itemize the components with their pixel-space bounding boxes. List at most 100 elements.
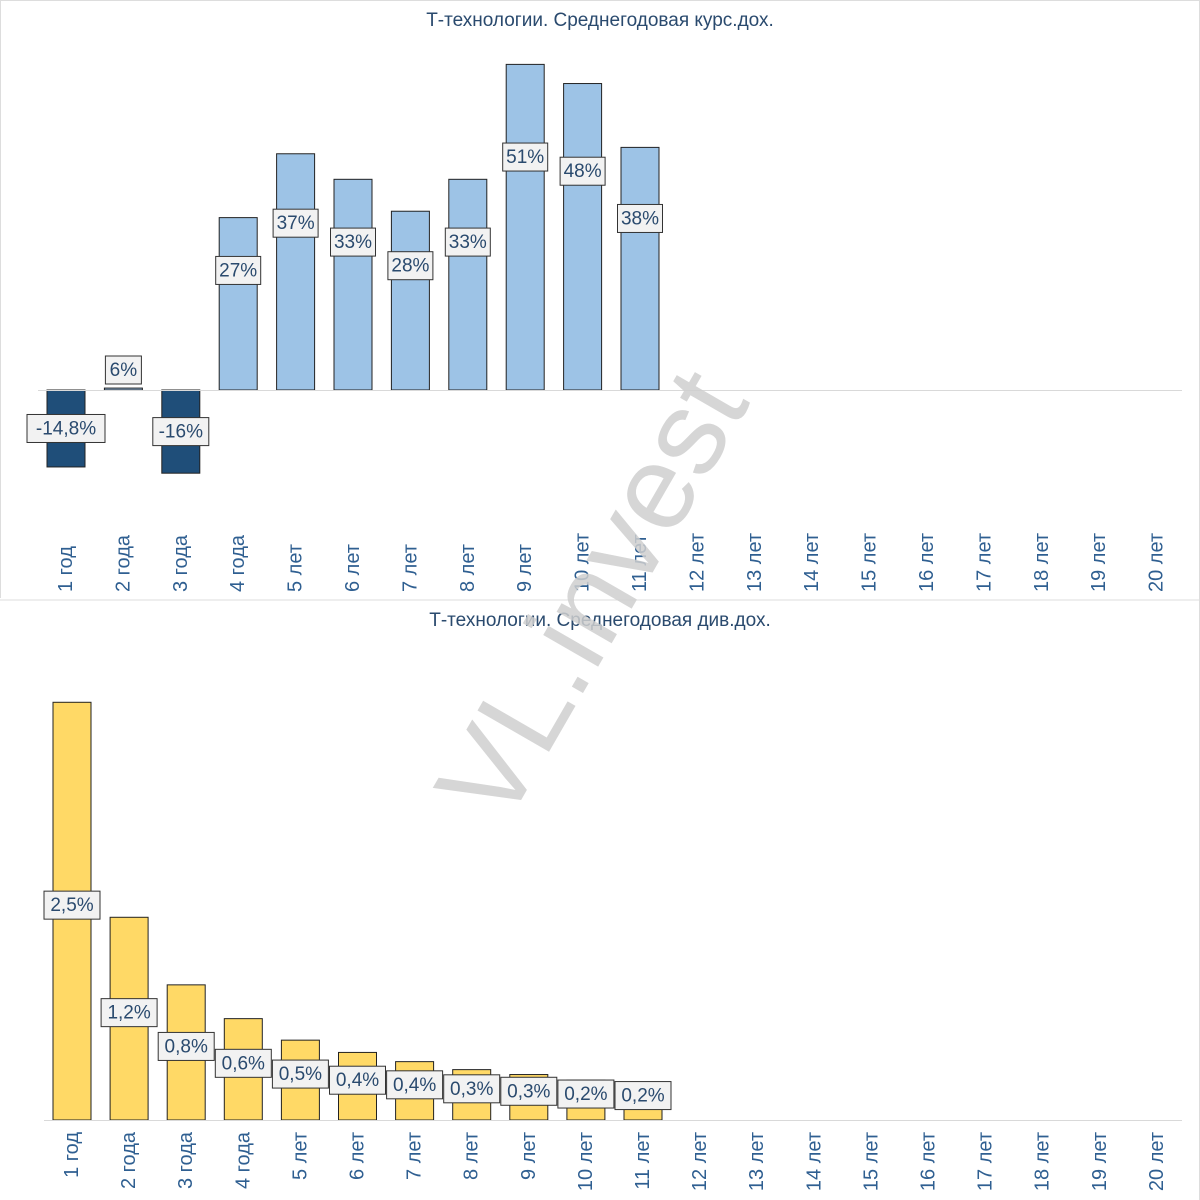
data-label-box bbox=[330, 227, 376, 257]
tick-label: 19 лет bbox=[1088, 533, 1110, 592]
data-label: 27% bbox=[215, 255, 262, 285]
price-return-chart: Т-технологии. Среднегодовая курс.дох. 1 г… bbox=[26, 10, 1182, 592]
tick-label: 14 лет bbox=[801, 533, 823, 592]
data-label: 0,2% bbox=[614, 1081, 672, 1111]
data-label: 0,2% bbox=[557, 1079, 615, 1109]
data-label-box bbox=[614, 1081, 672, 1111]
data-label-text: 38% bbox=[621, 208, 659, 229]
watermark: VL.invest bbox=[411, 348, 774, 842]
data-label: -14,8% bbox=[26, 413, 106, 443]
data-label: 0,6% bbox=[214, 1048, 272, 1078]
tick-label: 15 лет bbox=[859, 533, 881, 592]
dividend-return-chart: Т-технологии. Среднегодовая див.дох. 1 го… bbox=[43, 610, 1182, 1191]
data-label-text: -14,8% bbox=[36, 418, 96, 439]
data-label: 48% bbox=[559, 156, 606, 186]
tick-label: 18 лет bbox=[1032, 1132, 1054, 1191]
tick-label: 19 лет bbox=[1089, 1132, 1111, 1191]
data-label-box bbox=[617, 203, 663, 233]
tick-label: 9 лет bbox=[518, 1132, 540, 1180]
tick-label: 6 лет bbox=[347, 1132, 369, 1180]
bar bbox=[620, 146, 660, 391]
tick-label: 20 лет bbox=[1146, 533, 1168, 592]
data-label-text: 27% bbox=[219, 260, 257, 281]
data-label-text: 0,6% bbox=[222, 1053, 265, 1074]
data-label-text: 6% bbox=[110, 360, 138, 381]
tick-label: 1 год bbox=[61, 1132, 83, 1178]
data-label-box bbox=[559, 156, 606, 186]
bar bbox=[218, 217, 258, 391]
data-label-box bbox=[443, 1074, 501, 1104]
tick-label: 2 года bbox=[112, 534, 134, 592]
data-label-text: 28% bbox=[391, 256, 429, 277]
data-label: 51% bbox=[502, 142, 549, 172]
tick-label: 9 лет bbox=[514, 544, 536, 592]
data-label-text: 1,2% bbox=[107, 1003, 150, 1024]
data-label-text: 0,5% bbox=[279, 1064, 322, 1085]
tick-label: 8 лет bbox=[457, 544, 479, 592]
data-label-box bbox=[271, 1059, 329, 1089]
tick-label: 13 лет bbox=[744, 533, 766, 592]
data-label-box bbox=[444, 227, 491, 257]
tick-label: 2 года bbox=[118, 1131, 140, 1189]
bar bbox=[103, 387, 143, 391]
data-label-box bbox=[387, 251, 434, 281]
tick-label: 17 лет bbox=[973, 533, 995, 592]
data-label-box bbox=[557, 1079, 615, 1109]
bar bbox=[390, 210, 430, 391]
tick-label: 4 года bbox=[232, 1131, 254, 1189]
tick-label: 20 лет bbox=[1146, 1132, 1168, 1191]
data-label-box bbox=[215, 255, 262, 285]
tick-label: 10 лет bbox=[575, 1132, 597, 1191]
tick-label: 3 года bbox=[170, 534, 192, 592]
tick-label: 7 лет bbox=[399, 544, 421, 592]
data-label-box bbox=[329, 1065, 386, 1095]
tick-label: 12 лет bbox=[686, 533, 708, 592]
data-label-box bbox=[500, 1076, 558, 1106]
data-label-text: -16% bbox=[159, 422, 203, 443]
tick-label: 13 лет bbox=[746, 1132, 768, 1191]
tick-label: 16 лет bbox=[918, 1132, 940, 1191]
data-label: 0,8% bbox=[157, 1031, 215, 1061]
tick-label: 11 лет bbox=[632, 1132, 654, 1190]
data-label: 38% bbox=[617, 203, 663, 233]
data-label-box bbox=[157, 1031, 215, 1061]
data-label-text: 37% bbox=[277, 213, 315, 234]
data-label-box bbox=[26, 413, 106, 443]
data-label-text: 0,4% bbox=[336, 1070, 379, 1091]
data-label-box bbox=[386, 1070, 444, 1100]
data-label: 37% bbox=[272, 208, 319, 238]
data-label: 33% bbox=[444, 227, 491, 257]
data-label-text: 0,4% bbox=[393, 1075, 436, 1096]
data-label: 0,3% bbox=[500, 1076, 558, 1106]
data-label: 0,5% bbox=[271, 1059, 329, 1089]
data-label: -16% bbox=[152, 417, 210, 447]
data-label: 28% bbox=[387, 251, 434, 281]
bar bbox=[505, 63, 545, 391]
tick-label: 6 лет bbox=[342, 544, 364, 592]
data-label: 0,4% bbox=[386, 1070, 444, 1100]
tick-label: 12 лет bbox=[689, 1132, 711, 1191]
data-label-text: 0,2% bbox=[621, 1086, 664, 1107]
data-label-text: 0,3% bbox=[507, 1081, 550, 1102]
bar bbox=[333, 178, 373, 391]
data-label-text: 2,5% bbox=[50, 895, 93, 916]
data-label-box bbox=[152, 417, 210, 447]
tick-label: 4 года bbox=[227, 534, 249, 592]
tick-label: 1 год bbox=[55, 546, 77, 592]
tick-label: 8 лет bbox=[461, 1132, 483, 1180]
data-label-box bbox=[272, 208, 319, 238]
data-label: 0,4% bbox=[329, 1065, 386, 1095]
data-label-text: 0,8% bbox=[165, 1036, 208, 1057]
data-label-text: 33% bbox=[334, 232, 372, 253]
data-label: 1,2% bbox=[100, 998, 158, 1028]
tick-label: 15 лет bbox=[860, 1132, 882, 1191]
tick-label: 3 года bbox=[175, 1131, 197, 1189]
data-label-text: 33% bbox=[449, 232, 487, 253]
tick-label: 17 лет bbox=[975, 1132, 997, 1191]
bar bbox=[276, 153, 316, 391]
data-label: 6% bbox=[104, 355, 142, 385]
chart-title: Т-технологии. Среднегодовая курс.дох. bbox=[426, 10, 774, 31]
data-label-text: 0,3% bbox=[450, 1079, 493, 1100]
data-label-text: 0,2% bbox=[564, 1084, 607, 1105]
data-label: 2,5% bbox=[43, 890, 101, 920]
